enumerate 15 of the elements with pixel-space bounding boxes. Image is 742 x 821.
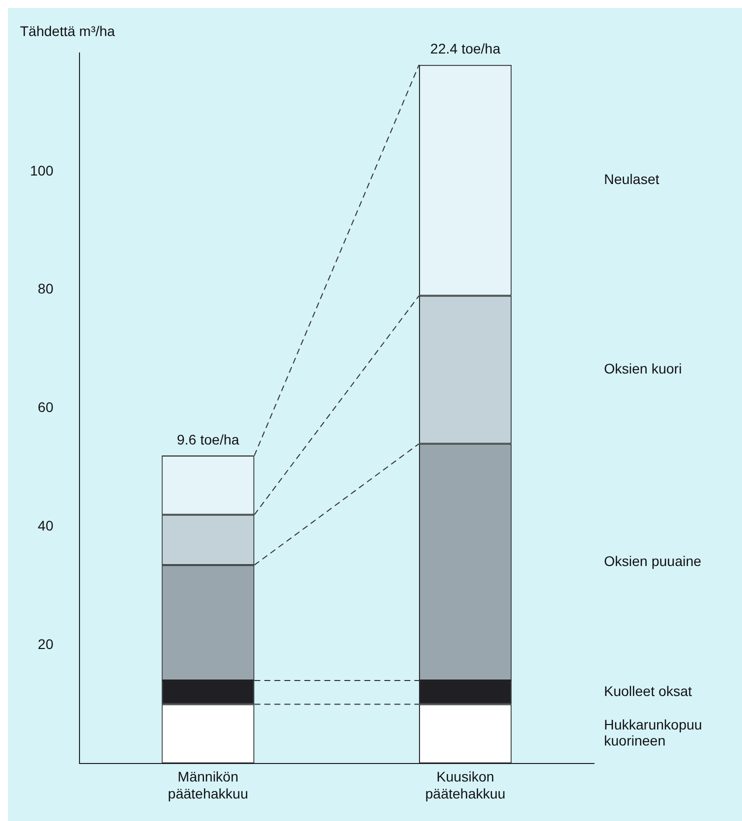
- y-tick-label: 20: [38, 636, 54, 652]
- y-tick-label: 100: [30, 162, 54, 178]
- text: Oksien puuaine: [604, 552, 702, 569]
- y-tick-label: 60: [38, 399, 54, 416]
- y-tick-label: 80: [38, 280, 54, 297]
- x-tick-label: Männikön päätehakkuu: [168, 768, 248, 802]
- text: Neulaset: [604, 171, 660, 188]
- annotation: 9.6 toe/ha: [176, 431, 240, 448]
- text: Hukkarunkopuu kuorineen: [604, 716, 702, 749]
- x-tick-label: Kuusikon päätehakkuu: [425, 768, 506, 802]
- text: Kuolleet oksat: [604, 683, 692, 700]
- y-tick-label: 40: [38, 517, 54, 534]
- text: Oksien kuori: [604, 360, 682, 377]
- y-axis-title: Tähdettä m³/ha: [20, 22, 116, 39]
- annotation: 22.4 toe/ha: [430, 40, 501, 57]
